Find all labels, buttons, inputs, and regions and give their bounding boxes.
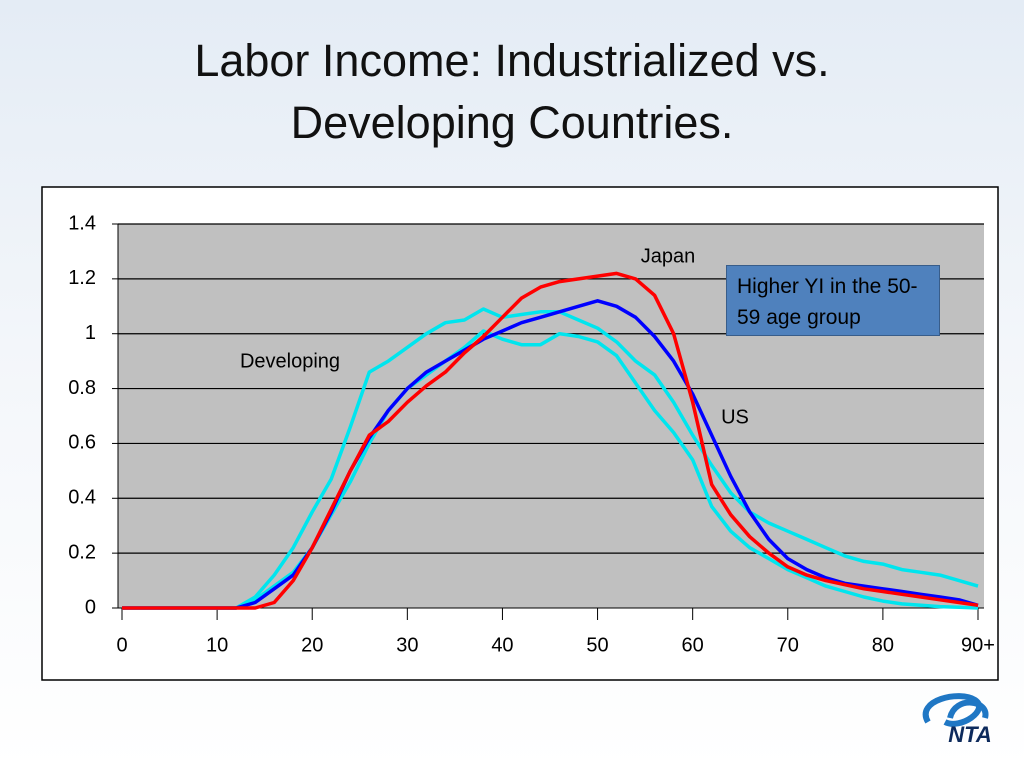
x-tick-label: 30 <box>396 634 418 656</box>
y-tick-label: 0.6 <box>68 432 96 454</box>
annotation-box: Higher YI in the 50-59 age group <box>726 265 940 336</box>
series-line <box>122 307 979 610</box>
x-tick-label: 0 <box>116 634 127 656</box>
y-tick-label: 1.4 <box>68 212 96 234</box>
y-tick-label: 0.8 <box>68 377 96 399</box>
x-tick-label: 60 <box>682 634 704 656</box>
logo-icon <box>922 693 989 727</box>
x-tick-label: 20 <box>301 634 323 656</box>
y-tick-label: 0 <box>85 596 96 618</box>
series-line <box>122 271 979 610</box>
logo-text: NTA <box>948 722 992 747</box>
y-tick-label: 0.4 <box>68 487 96 509</box>
x-tick-label: 70 <box>777 634 799 656</box>
x-tick-label: 40 <box>491 634 513 656</box>
y-tick-label: 1.2 <box>68 267 96 289</box>
x-tick-label: 80 <box>872 634 894 656</box>
x-tick-label: 10 <box>206 634 228 656</box>
y-tick-label: 1 <box>85 322 96 344</box>
x-tick-label: 90+ <box>961 634 995 656</box>
x-tick-label: 50 <box>586 634 608 656</box>
slide-title: Labor Income: Industrialized vs. Develop… <box>194 35 830 148</box>
series-label: US <box>721 406 749 428</box>
series-label: Japan <box>641 245 696 267</box>
y-tick-label: 0.2 <box>68 541 96 563</box>
series-label: Developing <box>240 350 340 372</box>
